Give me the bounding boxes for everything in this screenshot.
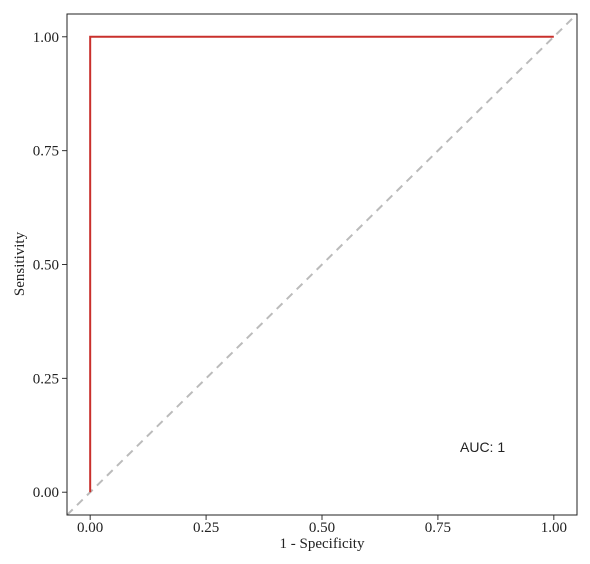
x-tick-label: 0.25 xyxy=(193,520,219,536)
reference-line xyxy=(67,14,577,515)
panel-border xyxy=(66,13,578,516)
x-tick-label: 0.50 xyxy=(309,520,335,536)
roc-curve xyxy=(89,35,554,493)
y-tick-label: 1.00 xyxy=(33,30,59,46)
y-tick-label: 0.50 xyxy=(33,258,59,274)
annotation: AUC: 1 xyxy=(460,439,505,455)
x-tick-label: 0.00 xyxy=(77,520,103,536)
y-tick-label: 0.25 xyxy=(33,371,59,387)
x-tick-label: 0.75 xyxy=(425,520,451,536)
y-axis-title: Sensitivity xyxy=(12,231,28,296)
y-tick-label: 0.75 xyxy=(33,144,59,160)
x-tick-label: 1.00 xyxy=(541,520,567,536)
plot-area xyxy=(67,14,577,515)
x-axis-title: 1 - Specificity xyxy=(280,536,365,552)
y-tick-label: 0.00 xyxy=(33,485,59,501)
